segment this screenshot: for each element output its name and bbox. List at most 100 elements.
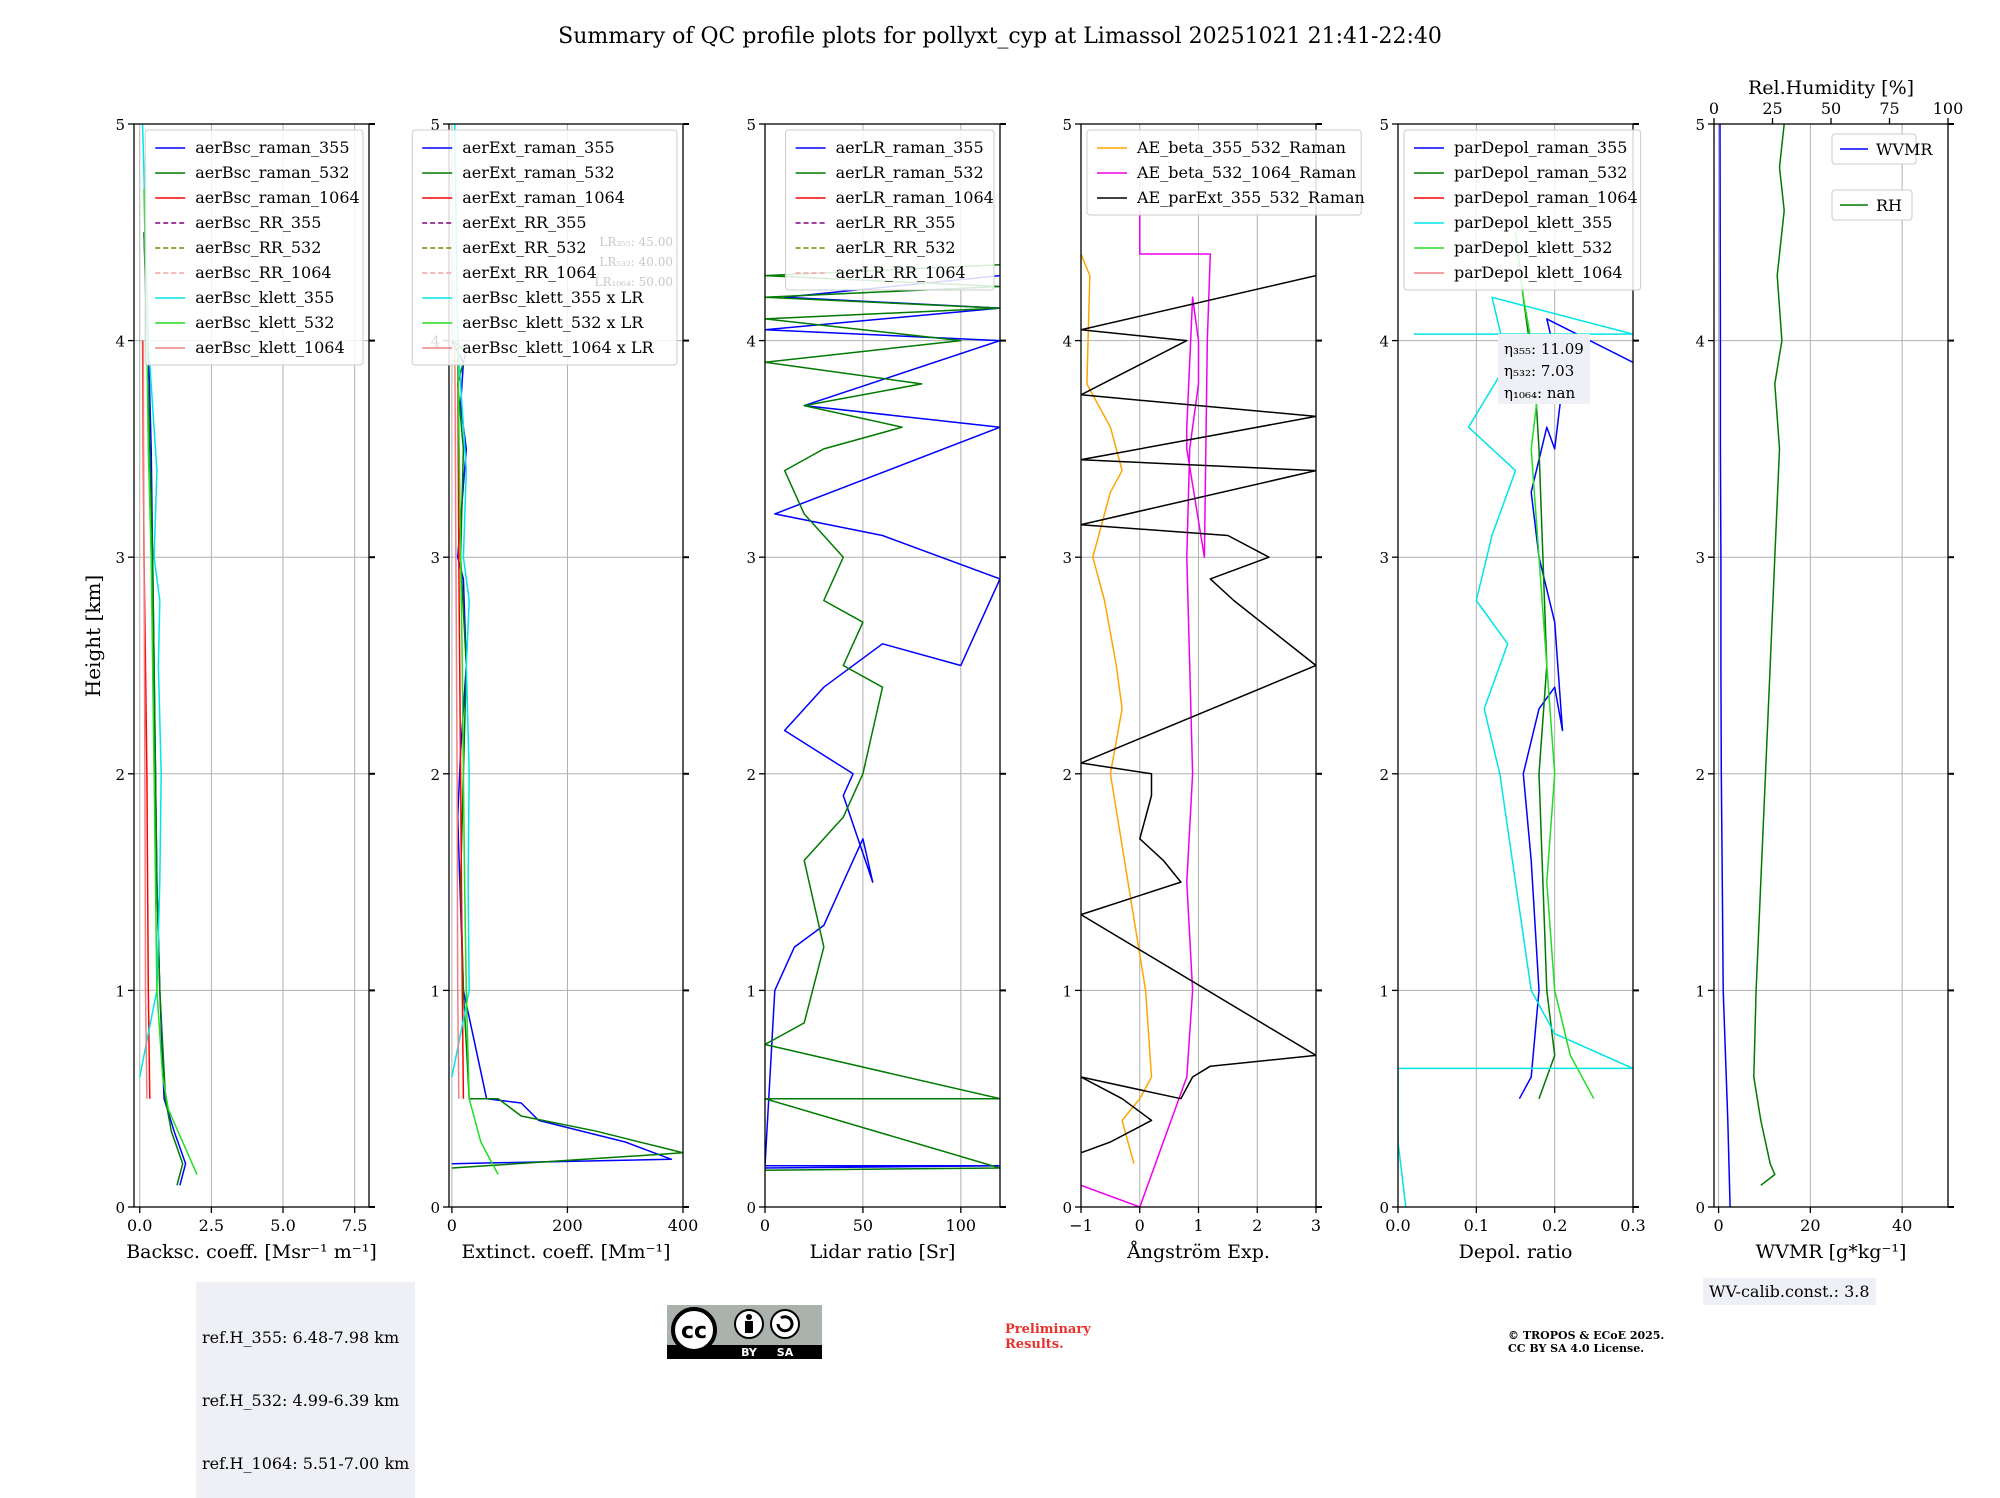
x-tick-label: −1 (1069, 1216, 1093, 1235)
series-line-aerlr-raman-532 (765, 264, 1000, 1171)
legend-box (1831, 133, 1917, 165)
series-line-aerbsc-klett-532 (143, 188, 198, 1175)
sa-arrow (776, 1315, 794, 1333)
eta-label: η₃₅₅: 11.09 (1504, 340, 1584, 358)
x-axis-label: Depol. ratio (1459, 1241, 1573, 1263)
legend-label: aerExt_raman_1064 (462, 188, 625, 207)
y-tick-label: 3 (746, 549, 756, 567)
y-tick-label: 5 (430, 116, 440, 134)
legend-label: parDepol_klett_355 (1454, 213, 1612, 232)
series-line-aerext-raman-355 (451, 340, 673, 1165)
y-tick-label: 0 (746, 1199, 756, 1217)
axes-frame (1397, 123, 1634, 1208)
x-axis-label: Backsc. coeff. [Msr⁻¹ m⁻¹] (126, 1241, 377, 1263)
top-x-tick-label: 50 (1821, 99, 1841, 118)
x-tick-label: 0.1 (1464, 1216, 1489, 1235)
panel-depolarization: 0 1 2 3 4 5 0.0 0.1 0.2 0.3 Depol. ratio parDepol_r… (1379, 116, 1645, 1263)
by-person-head (746, 1314, 752, 1320)
y-tick-label: 0 (115, 1199, 125, 1217)
legend-box (785, 129, 995, 291)
series-line-aerbsc-klett-1064 (142, 340, 148, 1099)
y-tick-label: 1 (1379, 982, 1389, 1000)
series-line-aerext-raman-532 (451, 340, 683, 1169)
preliminary-results-note: Preliminary Results. (1005, 1322, 1091, 1352)
series-line-aerlr-raman-355 (765, 274, 1000, 1169)
legend-label: aerBsc_raman_532 (195, 163, 349, 182)
legend-label: aerBsc_raman_1064 (195, 188, 360, 207)
y-axis-label: Height [km] (81, 575, 105, 697)
series-group (451, 124, 683, 1175)
legend-box (1831, 189, 1913, 221)
legend-label: parDepol_raman_355 (1454, 138, 1627, 157)
legend-label: aerExt_RR_1064 (462, 263, 597, 282)
legend-label: aerExt_raman_355 (462, 138, 615, 157)
legend-box (1086, 129, 1362, 216)
legend-label: RH (1876, 196, 1902, 215)
legend-label: aerLR_raman_1064 (836, 188, 994, 207)
axes-frame (448, 123, 684, 1208)
legend-label: parDepol_raman_1064 (1454, 188, 1638, 207)
legend-box (411, 129, 678, 366)
legend-label: aerExt_raman_532 (462, 163, 615, 182)
x-axis-label: WVMR [g*kg⁻¹] (1756, 1241, 1907, 1263)
y-tick-label: 2 (1695, 766, 1705, 784)
sa-share-icon (770, 1309, 800, 1339)
cc-logo-text: cc (681, 1319, 707, 1344)
series-line-ae-parext-355-532-raman (1081, 274, 1316, 1154)
legend-label: parDepol_klett_532 (1454, 238, 1612, 257)
series-group (1719, 124, 1785, 1207)
y-tick-label: 5 (1379, 116, 1389, 134)
x-tick-label: 0 (1713, 1216, 1723, 1235)
x-tick-label: 7.5 (342, 1216, 367, 1235)
y-tick-label: 1 (430, 982, 440, 1000)
x-tick-label: 5.0 (270, 1216, 295, 1235)
copyright-note: © TROPOS & ECoE 2025. CC BY SA 4.0 Licen… (1508, 1329, 1665, 1355)
cc-license-badge: cc BY SA (667, 1305, 822, 1359)
series-line-aerbsc-klett-1064-x-lr (454, 340, 460, 1099)
legend-box (144, 129, 364, 366)
top-x-tick-label: 0 (1709, 99, 1719, 118)
lr-label: LR₃₅₅: 45.00 (599, 235, 673, 249)
y-tick-label: 3 (430, 549, 440, 567)
series-line-aerbsc-klett-532-x-lr (456, 340, 499, 1175)
series-group (1081, 210, 1316, 1207)
y-tick-label: 2 (746, 766, 756, 784)
legend: aerBsc_raman_355 aerBsc_raman_532 aerBsc_r… (144, 129, 364, 366)
y-tick-label: 4 (1062, 333, 1072, 351)
y-tick-label: 3 (1379, 549, 1389, 567)
panel-backscatter: 0 1 2 3 4 5 0.0 2.5 5.0 7.5 Backsc. coeff. [Msr⁻¹ … (115, 116, 376, 1263)
x-tick-label: 20 (1800, 1216, 1820, 1235)
legend: aerExt_raman_355 aerExt_raman_532 aerExt_r… (411, 129, 678, 366)
axes-frame (764, 123, 1001, 1208)
legend-label: aerExt_RR_355 (462, 213, 586, 232)
y-tick-label: 1 (1695, 982, 1705, 1000)
y-tick-label: 4 (746, 333, 756, 351)
top-x-tick-label: 25 (1762, 99, 1782, 118)
x-tick-label: 200 (552, 1216, 583, 1235)
y-tick-label: 3 (1695, 549, 1705, 567)
legend: WVMR RH (1831, 133, 1933, 221)
legend-label: aerLR_RR_532 (836, 238, 956, 257)
y-tick-label: 0 (1379, 1199, 1389, 1217)
legend-label: aerBsc_RR_532 (195, 238, 321, 257)
legend-label: aerBsc_klett_1064 (195, 338, 344, 357)
legend-label: aerLR_RR_1064 (836, 263, 966, 282)
x-tick-label: 0.3 (1620, 1216, 1645, 1235)
x-axis-label: Extinct. coeff. [Mm⁻¹] (461, 1241, 670, 1263)
legend-label: AE_beta_532_1064_Raman (1136, 163, 1356, 182)
y-tick-label: 3 (1062, 549, 1072, 567)
series-line-rh (1753, 124, 1785, 1186)
sa-label: SA (777, 1346, 794, 1359)
legend-label: aerBsc_klett_1064 x LR (462, 338, 654, 357)
series-group (765, 264, 1000, 1171)
x-tick-label: 0.2 (1542, 1216, 1567, 1235)
chart-panels: 0 1 2 3 4 5 0.0 2.5 5.0 7.5 Backsc. coeff. [Msr⁻¹ … (115, 77, 1963, 1263)
by-person-body (745, 1321, 753, 1333)
y-tick-label: 0 (1695, 1199, 1705, 1217)
y-tick-label: 2 (1062, 766, 1072, 784)
legend-label: AE_parExt_355_532_Raman (1136, 188, 1365, 207)
y-tick-label: 4 (115, 333, 125, 351)
x-tick-label: 100 (946, 1216, 977, 1235)
legend-label: aerLR_raman_355 (836, 138, 984, 157)
